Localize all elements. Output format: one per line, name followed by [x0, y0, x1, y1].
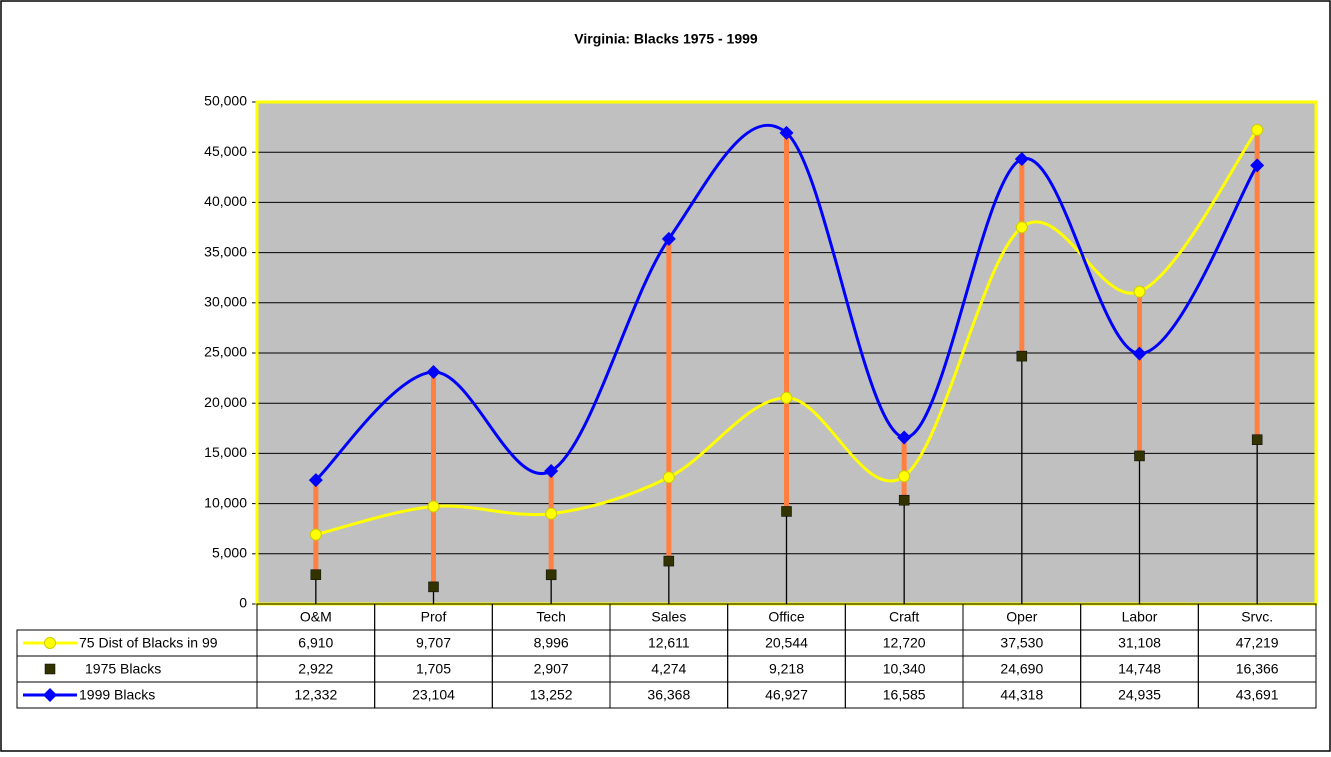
point-marker	[1014, 152, 1029, 167]
table-value: 16,366	[1236, 661, 1279, 677]
table-value: 10,340	[883, 661, 926, 677]
table-value: 13,252	[530, 687, 573, 703]
table-value: 20,544	[765, 635, 808, 651]
table-value: 44,318	[1000, 687, 1043, 703]
table-value: 1,705	[416, 661, 451, 677]
chart-title: Virginia: Blacks 1975 - 1999	[574, 31, 758, 47]
legend-label: 1999 Blacks	[79, 687, 155, 703]
y-tick-label: 10,000	[204, 494, 247, 510]
point-marker	[545, 569, 557, 581]
point-marker	[898, 470, 911, 483]
point-marker	[662, 471, 675, 484]
table-value: 46,927	[765, 687, 808, 703]
point-marker	[1132, 346, 1147, 361]
point-marker	[1251, 434, 1263, 445]
table-value: 36,368	[647, 687, 690, 703]
point-marker	[1016, 350, 1028, 362]
point-marker	[308, 473, 323, 488]
x-tick-label: Labor	[1122, 609, 1158, 625]
point-marker	[780, 391, 793, 404]
series-line	[314, 123, 1259, 482]
legend-marker	[44, 663, 56, 675]
point-marker	[428, 581, 439, 593]
table-value: 23,104	[412, 687, 455, 703]
y-tick-label: 20,000	[204, 394, 247, 410]
y-tick-label: 25,000	[204, 344, 247, 360]
legend-marker	[43, 688, 57, 702]
table-value: 9,218	[769, 661, 804, 677]
x-tick-label: Sales	[651, 609, 686, 625]
table-value: 14,748	[1118, 661, 1161, 677]
x-tick-label: O&M	[300, 609, 332, 625]
table-value: 12,332	[294, 687, 337, 703]
table-value: 2,922	[298, 661, 333, 677]
point-marker	[310, 569, 322, 580]
y-tick-label: 40,000	[204, 193, 247, 209]
point-marker	[781, 506, 792, 517]
table-value: 31,108	[1118, 635, 1161, 651]
point-marker	[1134, 450, 1145, 462]
table-value: 6,910	[298, 635, 333, 651]
table-value: 16,585	[883, 687, 926, 703]
point-marker	[544, 463, 559, 478]
x-tick-label: Oper	[1006, 609, 1037, 625]
table-value: 4,274	[651, 661, 686, 677]
x-tick-label: Office	[768, 609, 805, 625]
point-marker	[663, 555, 675, 567]
y-tick-label: 30,000	[204, 294, 247, 310]
table-cell	[1197, 681, 1317, 709]
point-marker	[545, 507, 558, 520]
point-marker	[1015, 221, 1028, 234]
y-tick-label: 35,000	[204, 243, 247, 259]
table-value: 47,219	[1236, 635, 1279, 651]
table-value: 37,530	[1000, 635, 1043, 651]
point-marker	[779, 125, 794, 140]
x-tick-label: Tech	[536, 609, 566, 625]
table-value: 24,935	[1118, 687, 1161, 703]
point-marker	[1133, 285, 1146, 298]
y-tick-label: 5,000	[212, 545, 247, 561]
point-marker	[898, 494, 910, 506]
point-marker	[1250, 158, 1265, 173]
x-tick-label: Craft	[889, 609, 919, 625]
y-tick-label: 15,000	[204, 444, 247, 460]
x-tick-label: Srvc.	[1241, 609, 1273, 625]
table-value: 12,611	[648, 635, 690, 651]
point-marker	[426, 365, 441, 380]
legend-marker	[44, 637, 56, 649]
point-marker	[661, 231, 676, 246]
y-tick-label: 50,000	[204, 93, 247, 109]
y-tick-label: 45,000	[204, 143, 247, 159]
table-value: 2,907	[534, 661, 569, 677]
point-marker	[427, 500, 440, 513]
point-marker	[309, 528, 322, 541]
y-tick-label: 0	[239, 595, 247, 611]
series-line	[315, 129, 1259, 537]
point-marker	[1251, 123, 1264, 136]
table-value: 12,720	[883, 635, 926, 651]
table-value: 24,690	[1000, 661, 1043, 677]
table-value: 43,691	[1236, 687, 1279, 703]
legend-label: 1975 Blacks	[85, 661, 161, 677]
x-tick-label: Prof	[421, 609, 447, 625]
legend-label: 75 Dist of Blacks in 99	[79, 635, 218, 651]
table-value: 9,707	[416, 635, 451, 651]
point-marker	[897, 430, 912, 445]
table-value: 8,996	[534, 635, 569, 651]
